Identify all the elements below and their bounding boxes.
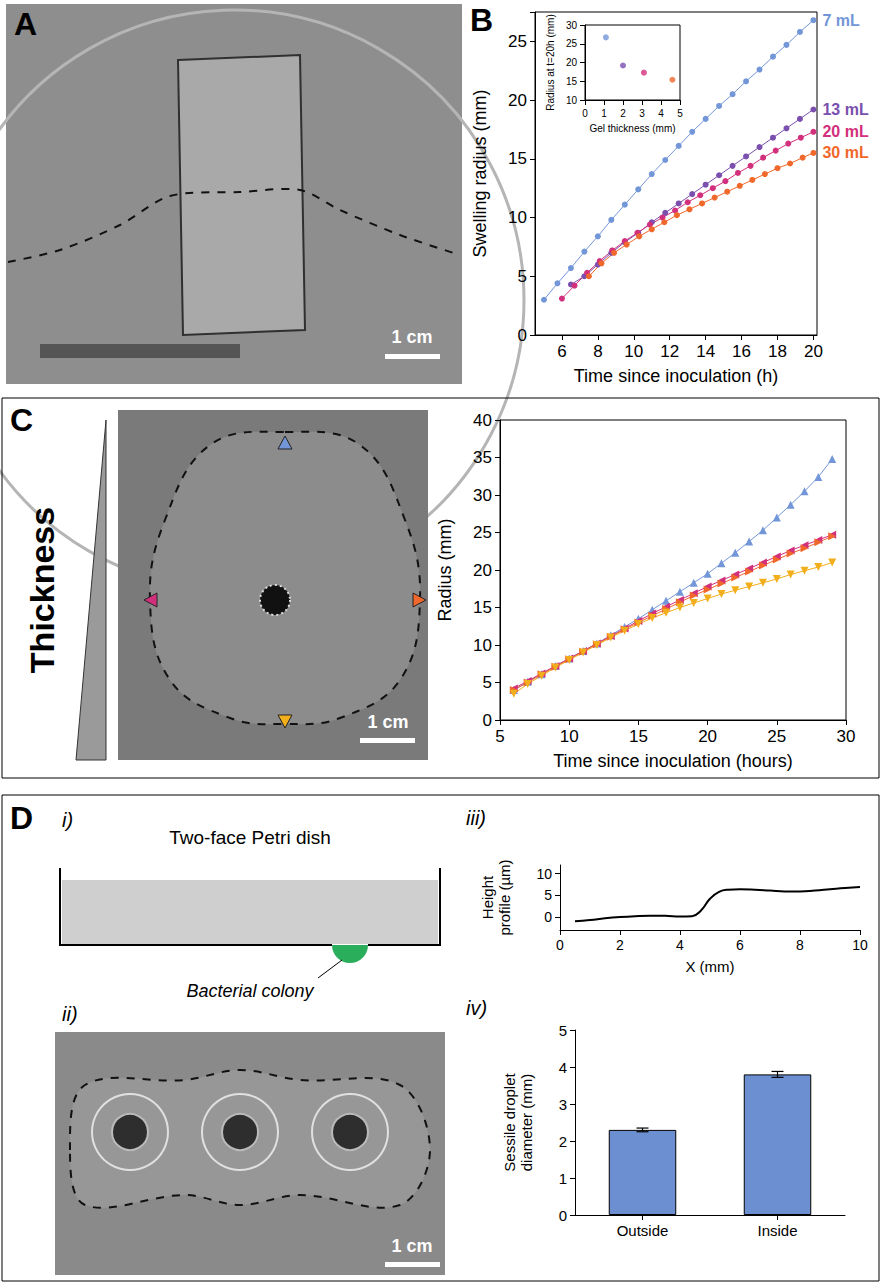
svg-text:C: C [10, 402, 33, 438]
svg-text:Time since inoculation (h): Time since inoculation (h) [574, 366, 778, 386]
svg-text:Radius at t=20h (mm): Radius at t=20h (mm) [545, 14, 556, 110]
svg-text:0: 0 [582, 108, 588, 119]
svg-text:12: 12 [660, 342, 679, 361]
svg-text:8: 8 [796, 937, 804, 953]
svg-text:40: 40 [473, 411, 492, 430]
svg-text:iii): iii) [466, 807, 486, 829]
svg-text:Gel thickness (mm): Gel thickness (mm) [589, 123, 675, 134]
svg-text:3: 3 [639, 108, 645, 119]
svg-text:0: 0 [556, 937, 564, 953]
svg-text:5: 5 [559, 1022, 567, 1039]
svg-text:4: 4 [658, 108, 664, 119]
svg-text:10: 10 [508, 208, 527, 227]
svg-text:25: 25 [508, 32, 527, 51]
svg-text:20: 20 [473, 561, 492, 580]
svg-text:20 mL: 20 mL [822, 123, 868, 140]
svg-text:4: 4 [676, 937, 684, 953]
svg-text:1: 1 [559, 1170, 567, 1187]
svg-text:15: 15 [629, 727, 648, 746]
svg-text:8: 8 [593, 342, 602, 361]
svg-text:2: 2 [616, 937, 624, 953]
svg-text:10: 10 [624, 342, 643, 361]
svg-text:1: 1 [601, 108, 607, 119]
svg-text:2: 2 [620, 108, 626, 119]
svg-text:Radius (mm): Radius (mm) [435, 518, 455, 621]
svg-text:15: 15 [508, 149, 527, 168]
svg-text:ii): ii) [62, 1003, 78, 1025]
svg-text:10: 10 [852, 937, 868, 953]
svg-text:3: 3 [559, 1096, 567, 1113]
svg-text:5: 5 [677, 108, 683, 119]
svg-text:Sessile droplet: Sessile droplet [501, 1072, 518, 1171]
svg-text:iv): iv) [466, 997, 487, 1019]
svg-text:1 cm: 1 cm [391, 1236, 432, 1256]
svg-text:25: 25 [473, 523, 492, 542]
svg-text:6: 6 [557, 342, 566, 361]
svg-text:1 cm: 1 cm [367, 712, 408, 732]
svg-text:i): i) [62, 809, 73, 831]
svg-text:16: 16 [732, 342, 751, 361]
svg-text:Height: Height [479, 875, 496, 919]
svg-text:5: 5 [483, 673, 492, 692]
svg-text:14: 14 [696, 342, 715, 361]
svg-text:18: 18 [768, 342, 787, 361]
svg-text:Bacterial colony: Bacterial colony [186, 981, 314, 1001]
svg-text:2: 2 [559, 1133, 567, 1150]
svg-text:6: 6 [736, 937, 744, 953]
svg-text:20: 20 [566, 57, 578, 68]
svg-text:0: 0 [518, 326, 527, 345]
svg-text:35: 35 [473, 448, 492, 467]
svg-text:10: 10 [560, 727, 579, 746]
svg-text:D: D [10, 800, 33, 836]
svg-text:30: 30 [837, 727, 856, 746]
svg-text:A: A [14, 6, 37, 42]
svg-text:profile (µm): profile (µm) [496, 859, 513, 935]
svg-text:15: 15 [566, 76, 578, 87]
svg-text:30 mL: 30 mL [822, 144, 868, 161]
svg-text:5: 5 [518, 267, 527, 286]
svg-text:20: 20 [508, 91, 527, 110]
svg-text:Time since inoculation (hours): Time since inoculation (hours) [553, 751, 792, 771]
svg-text:diameter (mm): diameter (mm) [518, 1074, 535, 1172]
svg-text:0: 0 [559, 1207, 567, 1224]
svg-text:25: 25 [767, 727, 786, 746]
svg-text:Swelling radius (mm): Swelling radius (mm) [470, 89, 490, 257]
svg-text:15: 15 [473, 598, 492, 617]
svg-text:10: 10 [566, 95, 578, 106]
svg-text:10: 10 [473, 636, 492, 655]
svg-text:30: 30 [473, 486, 492, 505]
svg-text:10: 10 [536, 866, 552, 882]
svg-text:0: 0 [483, 711, 492, 730]
svg-text:0: 0 [544, 909, 552, 925]
svg-text:B: B [470, 2, 493, 38]
svg-text:Inside: Inside [757, 1222, 797, 1239]
svg-text:7 mL: 7 mL [822, 12, 860, 29]
svg-text:Two-face Petri dish: Two-face Petri dish [169, 827, 331, 848]
svg-text:5: 5 [495, 727, 504, 746]
svg-text:Thickness: Thickness [23, 507, 61, 673]
svg-text:20: 20 [698, 727, 717, 746]
svg-text:20: 20 [804, 342, 823, 361]
svg-text:13 mL: 13 mL [822, 101, 868, 118]
svg-text:X (mm): X (mm) [685, 958, 734, 975]
svg-text:1 cm: 1 cm [391, 327, 432, 347]
svg-text:4: 4 [559, 1059, 567, 1076]
svg-text:5: 5 [544, 887, 552, 903]
svg-text:30: 30 [566, 20, 578, 31]
svg-text:Outside: Outside [617, 1222, 669, 1239]
svg-text:25: 25 [566, 38, 578, 49]
